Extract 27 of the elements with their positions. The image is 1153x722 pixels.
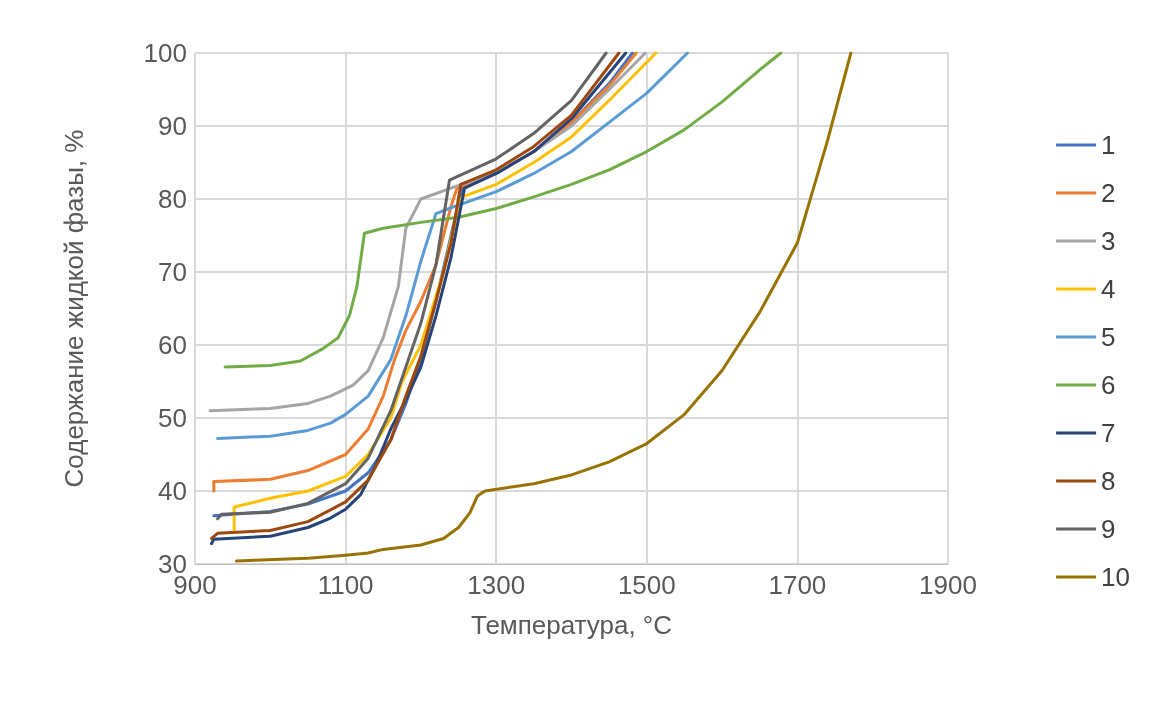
- legend-label: 5: [1101, 322, 1116, 352]
- x-tick-label: 1100: [317, 570, 374, 600]
- legend-label: 4: [1101, 274, 1116, 304]
- legend-label: 6: [1101, 370, 1116, 400]
- legend-label: 1: [1101, 130, 1116, 160]
- y-tick-label: 90: [158, 111, 187, 141]
- x-tick-label: 1500: [617, 570, 676, 600]
- line-series: [223, 51, 783, 369]
- x-tick-label: 1900: [919, 570, 977, 600]
- y-tick-label: 70: [158, 257, 187, 287]
- legend-label: 10: [1101, 562, 1130, 592]
- legend-label: 7: [1101, 418, 1116, 448]
- legend-label: 3: [1101, 226, 1116, 256]
- y-axis-title: Содержание жидкой фазы, %: [59, 129, 89, 488]
- line-series: [216, 51, 689, 440]
- legend-label: 2: [1101, 178, 1116, 208]
- y-tick-label: 50: [158, 403, 187, 433]
- line-series: [234, 51, 853, 563]
- y-tick-label: 40: [158, 476, 187, 506]
- x-axis-title: Температура, °C: [470, 610, 673, 640]
- x-tick-label: 1300: [467, 570, 526, 600]
- legend-label: 9: [1101, 514, 1116, 544]
- x-tick-label: 1700: [768, 570, 827, 600]
- legend-label: 8: [1101, 466, 1116, 496]
- y-tick-label: 80: [158, 184, 187, 214]
- y-tick-label: 100: [143, 38, 187, 68]
- y-tick-label: 60: [158, 330, 187, 360]
